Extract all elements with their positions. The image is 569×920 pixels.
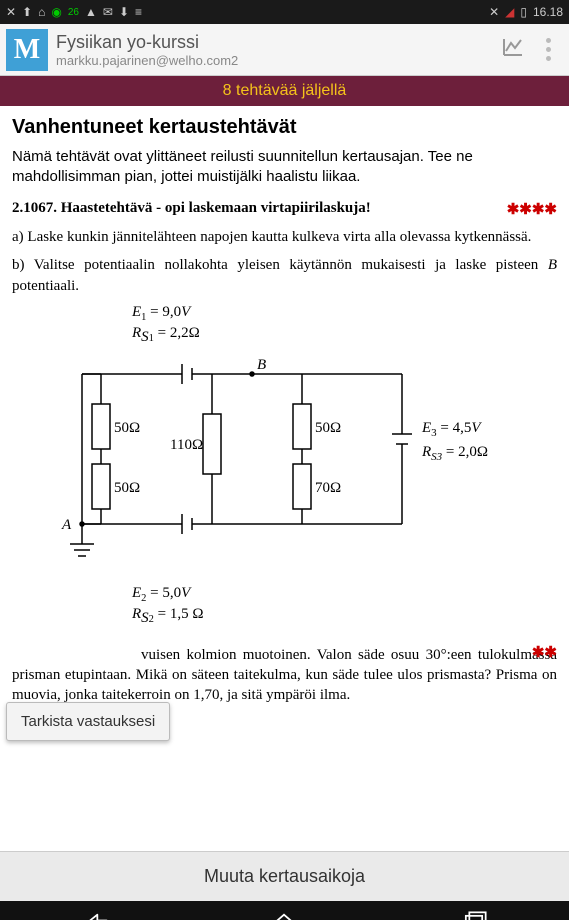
- clock: 16.18: [533, 5, 563, 19]
- svg-text:50Ω: 50Ω: [114, 480, 140, 496]
- back-button[interactable]: [81, 910, 109, 920]
- problem-2-body: ✱✱ Tarkista vastauksesi vuisen kolmion m…: [12, 645, 557, 706]
- circuit-diagram: B 50Ω 50Ω A: [52, 354, 557, 579]
- recents-button[interactable]: [460, 910, 488, 920]
- overdue-heading: Vanhentuneet kertaustehtävät: [12, 116, 557, 139]
- content-area: Vanhentuneet kertaustehtävät Nämä tehtäv…: [0, 106, 569, 851]
- status-left-icons: ✕⬆⌂◉26▲✉⬇≡: [6, 5, 142, 19]
- eq-bottom: E2 = 5,0V RS2 = 1,5 Ω: [132, 585, 557, 627]
- android-status-bar: ✕⬆⌂◉26▲✉⬇≡ ✕◢▯ 16.18: [0, 0, 569, 24]
- overflow-menu-icon[interactable]: [533, 38, 563, 61]
- difficulty-stars: ✱✱✱✱: [507, 200, 557, 219]
- svg-text:50Ω: 50Ω: [315, 420, 341, 436]
- problem-1-part-b: b) Valitse potentiaalin nollakohta yleis…: [12, 255, 557, 296]
- change-review-times-button[interactable]: Muuta kertausaikoja: [0, 851, 569, 901]
- overdue-intro: Nämä tehtävät ovat ylittäneet reilusti s…: [12, 147, 557, 186]
- problem-1-part-a: a) Laske kunkin jännitelähteen napojen k…: [12, 227, 557, 247]
- svg-text:RS3 = 2,0Ω: RS3 = 2,0Ω: [421, 444, 488, 463]
- tasks-remaining-banner: 8 tehtävää jäljellä: [0, 76, 569, 106]
- stats-icon[interactable]: [493, 35, 533, 65]
- problem-1-body: a) Laske kunkin jännitelähteen napojen k…: [12, 227, 557, 296]
- svg-text:E3 = 4,5V: E3 = 4,5V: [421, 420, 482, 439]
- svg-text:70Ω: 70Ω: [315, 480, 341, 496]
- android-nav-bar: [0, 901, 569, 920]
- course-subtitle: markku.pajarinen@welho.com2: [56, 53, 493, 68]
- svg-text:110Ω: 110Ω: [170, 437, 203, 453]
- app-logo[interactable]: M: [6, 29, 48, 71]
- svg-text:B: B: [257, 357, 266, 373]
- check-answer-button[interactable]: Tarkista vastauksesi: [6, 702, 170, 741]
- difficulty-stars-2: ✱✱: [532, 643, 557, 663]
- eq-top: E1 = 9,0V RS1 = 2,2Ω: [132, 304, 557, 346]
- home-button[interactable]: [270, 910, 298, 920]
- app-bar: M Fysiikan yo-kurssi markku.pajarinen@we…: [0, 24, 569, 76]
- svg-text:A: A: [61, 517, 72, 533]
- status-right-icons: ✕◢▯ 16.18: [489, 5, 563, 19]
- course-title: Fysiikan yo-kurssi: [56, 32, 493, 53]
- svg-text:50Ω: 50Ω: [114, 420, 140, 436]
- problem-1-title: 2.1067. Haastetehtävä - opi laskemaan vi…: [12, 200, 557, 217]
